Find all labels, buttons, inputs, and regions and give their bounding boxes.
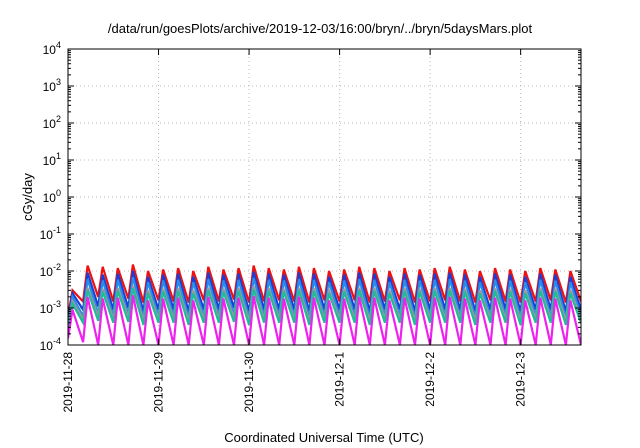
y-tick-label: 10-2 (40, 262, 61, 279)
y-axis-title: cGy/day (20, 173, 35, 221)
y-tick-label: 10-4 (40, 336, 61, 353)
x-tick-label: 2019-11-28 (61, 352, 75, 413)
x-axis: 2019-11-28 2019-11-29 2019-11-30 2019-12-1 2… (61, 49, 528, 413)
y-tick-label: 10-3 (40, 299, 61, 316)
x-tick-label: 2019-11-29 (152, 352, 166, 413)
x-axis-title: Coordinated Universal Time (UTC) (224, 430, 423, 445)
x-tick-label: 2019-12-1 (333, 352, 347, 407)
y-tick-label: 102 (43, 114, 61, 131)
series-group (68, 264, 581, 345)
x-tick-label: 2019-12-3 (514, 352, 528, 407)
series-line-6 (68, 295, 581, 345)
series-line-5 (68, 287, 581, 331)
y-tick-label: 103 (43, 77, 61, 94)
x-tick-label: 2019-12-2 (423, 352, 437, 407)
y-tick-label: 10-1 (40, 225, 61, 242)
x-tick-label: 2019-11-30 (242, 352, 256, 413)
chart-title: /data/run/goesPlots/archive/2019-12-03/1… (108, 21, 533, 36)
y-tick-label: 100 (43, 188, 61, 205)
y-tick-label: 104 (43, 40, 61, 57)
y-axis: 10-4 10-3 10-2 10-1 100 101 102 103 104 (40, 40, 581, 353)
y-tick-label: 101 (43, 151, 61, 168)
